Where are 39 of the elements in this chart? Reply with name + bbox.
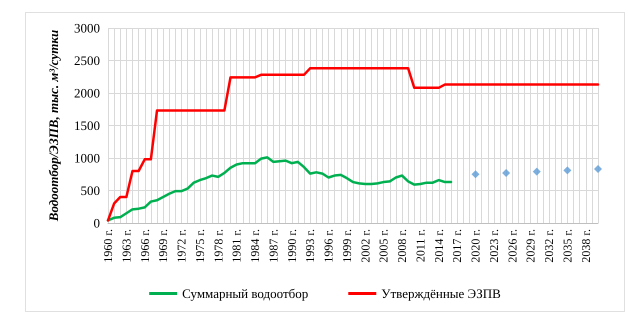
x-tick-label: 1963 г. — [119, 229, 134, 263]
x-tick-label: 2017 г. — [450, 229, 464, 263]
y-axis-title: Водоотбор/ЭЗПВ, тыс. м³/сутки — [46, 30, 61, 222]
x-tick-label: 1984 г. — [248, 229, 262, 263]
x-tick-label: 1969 г. — [156, 229, 170, 263]
x-tick-label: 2002 г. — [358, 229, 372, 263]
x-tick-label: 2005 г. — [376, 229, 391, 263]
y-tick-label: 1500 — [74, 118, 100, 133]
x-tick-label: 2035 г. — [560, 229, 574, 263]
line-series — [106, 156, 452, 222]
legend-label: Утверждённые ЭЗПВ — [381, 286, 502, 301]
legend-label: Суммарный водоотбор — [182, 286, 308, 301]
x-tick-label: 2023 г. — [486, 229, 501, 263]
x-tick-label: 1975 г. — [192, 229, 207, 263]
y-tick-label: 0 — [94, 216, 100, 230]
y-tick-label: 500 — [80, 183, 100, 198]
x-tick-label: 1990 г. — [284, 229, 299, 263]
x-tick-label: 1966 г. — [138, 229, 152, 263]
x-tick-label: 2032 г. — [542, 229, 556, 263]
x-tick-label: 2038 г. — [578, 229, 593, 263]
x-tick-label: 1987 г. — [266, 229, 280, 263]
x-tick-label: 1996 г. — [322, 229, 336, 263]
x-tick-label: 2008 г. — [395, 229, 409, 263]
x-tick-label: 1999 г. — [340, 229, 354, 263]
x-tick-label: 1978 г. — [211, 229, 226, 263]
y-tick-label: 3000 — [74, 20, 100, 36]
x-tick-label: 2029 г. — [524, 229, 538, 263]
y-tick-label: 1000 — [74, 150, 100, 166]
x-tick-label: 2014 г. — [432, 229, 446, 263]
line-series — [106, 67, 600, 222]
y-tick-label: 2000 — [74, 86, 100, 100]
x-tick-label: 1972 г. — [174, 229, 188, 263]
x-tick-label: 1993 г. — [303, 229, 318, 263]
x-tick-label: 1960 г. — [101, 229, 115, 263]
x-tick-label: 2026 г. — [505, 229, 520, 263]
x-tick-label: 2011 г. — [413, 229, 428, 262]
y-tick-label: 2500 — [74, 53, 100, 68]
x-tick-label: 2020 г. — [468, 229, 482, 263]
x-tick-label: 1981 г. — [230, 229, 244, 263]
